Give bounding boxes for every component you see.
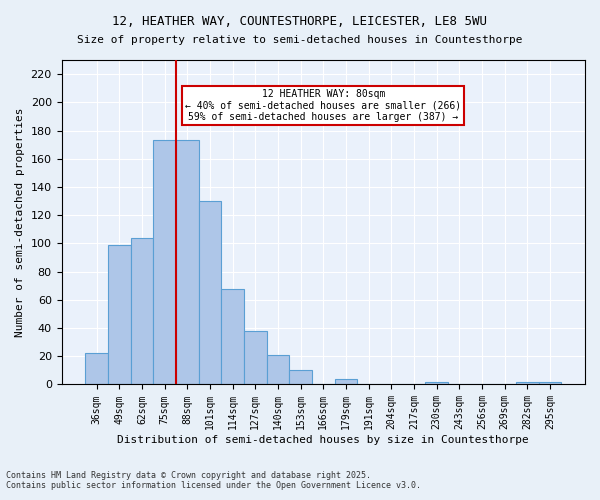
Bar <box>289 370 312 384</box>
Bar <box>108 245 131 384</box>
X-axis label: Distribution of semi-detached houses by size in Countesthorpe: Distribution of semi-detached houses by … <box>118 435 529 445</box>
Bar <box>221 288 244 384</box>
Bar <box>199 201 221 384</box>
Bar <box>335 379 357 384</box>
Bar <box>266 355 289 384</box>
Text: 12, HEATHER WAY, COUNTESTHORPE, LEICESTER, LE8 5WU: 12, HEATHER WAY, COUNTESTHORPE, LEICESTE… <box>113 15 487 28</box>
Bar <box>131 238 154 384</box>
Bar <box>244 331 266 384</box>
Text: 12 HEATHER WAY: 80sqm
← 40% of semi-detached houses are smaller (266)
59% of sem: 12 HEATHER WAY: 80sqm ← 40% of semi-deta… <box>185 89 461 122</box>
Bar <box>154 140 176 384</box>
Bar <box>516 382 539 384</box>
Y-axis label: Number of semi-detached properties: Number of semi-detached properties <box>15 108 25 337</box>
Text: Contains HM Land Registry data © Crown copyright and database right 2025.
Contai: Contains HM Land Registry data © Crown c… <box>6 470 421 490</box>
Bar <box>425 382 448 384</box>
Bar <box>539 382 561 384</box>
Bar <box>85 354 108 384</box>
Bar <box>176 140 199 384</box>
Text: Size of property relative to semi-detached houses in Countesthorpe: Size of property relative to semi-detach… <box>77 35 523 45</box>
